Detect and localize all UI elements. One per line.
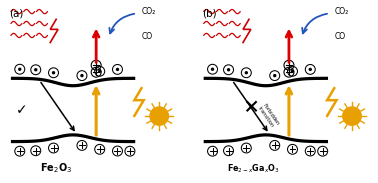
Circle shape: [53, 72, 54, 74]
Circle shape: [228, 69, 229, 71]
Circle shape: [99, 70, 101, 72]
Text: (a): (a): [9, 9, 23, 19]
Text: Forbidden
transition: Forbidden transition: [257, 102, 280, 129]
Circle shape: [309, 68, 311, 70]
Circle shape: [245, 72, 247, 74]
Circle shape: [35, 69, 37, 71]
Text: Fe$_{2-x}$Ga$_x$O$_3$: Fe$_{2-x}$Ga$_x$O$_3$: [227, 162, 280, 175]
Text: CO: CO: [141, 32, 153, 41]
Circle shape: [274, 75, 276, 77]
Text: CO: CO: [334, 32, 345, 41]
Text: (b): (b): [202, 9, 217, 19]
Circle shape: [81, 75, 83, 77]
Circle shape: [116, 68, 118, 70]
Text: CO₂: CO₂: [334, 7, 349, 16]
Circle shape: [212, 68, 214, 70]
Circle shape: [150, 107, 169, 125]
Circle shape: [19, 68, 21, 70]
Text: CO₂: CO₂: [141, 7, 156, 16]
Text: Fe$_2$O$_3$: Fe$_2$O$_3$: [40, 162, 72, 175]
Text: $\checkmark$: $\checkmark$: [15, 102, 26, 116]
Circle shape: [291, 70, 293, 72]
Circle shape: [343, 107, 361, 125]
